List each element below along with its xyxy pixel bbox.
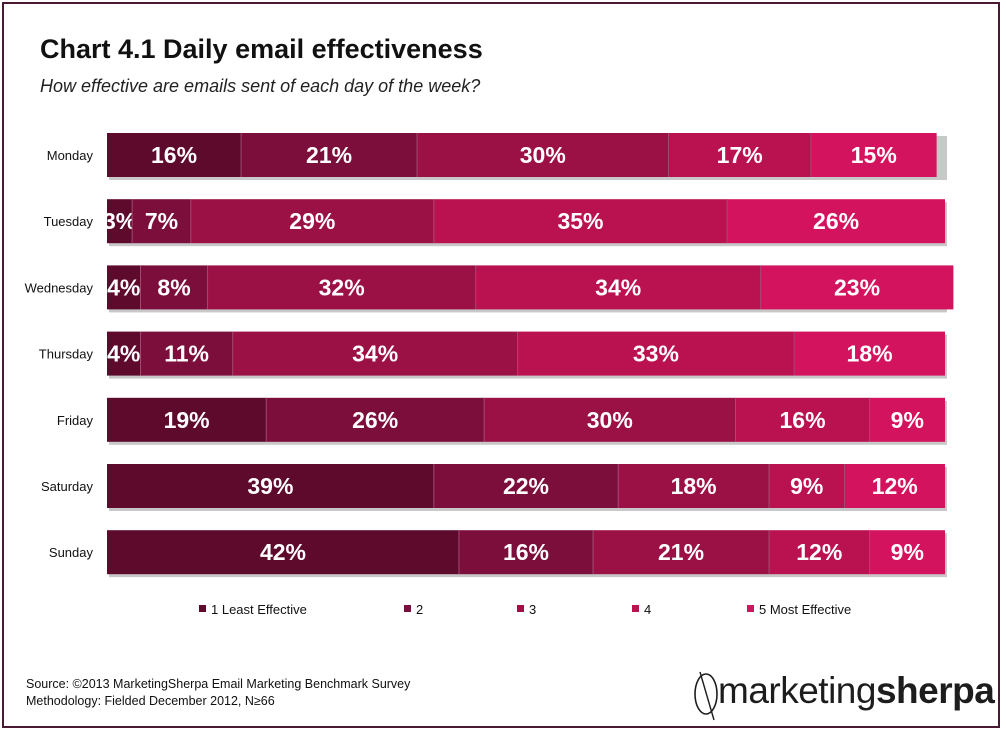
bar-segment: [266, 397, 485, 442]
data-label: 16%: [780, 407, 826, 433]
marketingsherpa-logo: marketingsherpa: [690, 668, 995, 722]
legend-swatch: [404, 605, 411, 612]
bar-segment: [869, 397, 945, 442]
category-label: Thursday: [39, 347, 94, 362]
data-label: 4%: [107, 274, 140, 300]
legend-swatch: [747, 605, 754, 612]
data-label: 35%: [557, 208, 603, 234]
data-label: 16%: [151, 142, 197, 168]
bar-segment: [107, 265, 141, 310]
legend-swatch: [517, 605, 524, 612]
data-label: 9%: [790, 473, 823, 499]
legend-swatch: [199, 605, 206, 612]
bar-segment: [475, 265, 761, 310]
category-label: Tuesday: [44, 214, 94, 229]
data-label: 9%: [891, 539, 924, 565]
bar-segment: [107, 530, 459, 575]
data-label: 42%: [260, 539, 306, 565]
bar-segment: [769, 464, 845, 508]
bar-segment: [593, 530, 770, 575]
legend-label: 1 Least Effective: [211, 602, 307, 617]
methodology-text: Methodology: Fielded December 2012, N≥66: [26, 694, 275, 708]
bar-segment: [190, 199, 434, 244]
bar-segment: [232, 331, 518, 376]
data-label: 18%: [847, 341, 893, 367]
bar-segment: [484, 397, 736, 442]
bar-segment: [844, 464, 945, 508]
data-label: 4%: [107, 341, 140, 367]
bar-segment: [433, 464, 619, 508]
data-label: 21%: [658, 539, 704, 565]
source-text: Source: ©2013 MarketingSherpa Email Mark…: [26, 677, 411, 691]
bar-segment: [735, 397, 870, 442]
data-label: 12%: [796, 539, 842, 565]
data-label: 15%: [851, 142, 897, 168]
bar-segment: [107, 464, 434, 508]
data-label: 34%: [595, 274, 641, 300]
data-label: 39%: [247, 473, 293, 499]
bar-segment: [794, 331, 945, 376]
bar-segment: [618, 464, 770, 508]
data-label: 30%: [520, 142, 566, 168]
bar-segment: [241, 133, 418, 177]
data-label: 22%: [503, 473, 549, 499]
bar-segment: [140, 331, 233, 376]
legend-label: 4: [644, 602, 651, 617]
bar-segment: [458, 530, 594, 575]
legend-label: 2: [416, 602, 423, 617]
source-note: Source: ©2013 MarketingSherpa Email Mark…: [26, 676, 410, 710]
data-label: 26%: [813, 208, 859, 234]
category-label: Friday: [57, 413, 94, 428]
data-label: 19%: [164, 407, 210, 433]
data-label: 29%: [289, 208, 335, 234]
bar-segment: [140, 265, 208, 310]
data-label: 11%: [164, 341, 209, 367]
bar-segment: [869, 530, 945, 575]
legend-swatch: [632, 605, 639, 612]
bar-segment: [810, 133, 937, 177]
data-label: 33%: [633, 341, 679, 367]
logo-text-sherpa: sherpa: [875, 670, 995, 711]
data-label: 9%: [891, 407, 924, 433]
bar-segment: [107, 199, 133, 244]
data-label: 32%: [319, 274, 365, 300]
data-label: 16%: [503, 539, 549, 565]
category-label: Sunday: [49, 545, 94, 560]
data-label: 26%: [352, 407, 398, 433]
bar-segment: [769, 530, 870, 575]
bar-segment: [132, 199, 191, 244]
data-label: 3%: [103, 208, 136, 234]
category-label: Monday: [47, 148, 94, 163]
data-label: 34%: [352, 341, 398, 367]
bar-segment: [107, 397, 267, 442]
data-label: 23%: [834, 274, 880, 300]
data-label: 7%: [145, 208, 178, 234]
bar-segment: [433, 199, 728, 244]
legend-label: 5 Most Effective: [759, 602, 851, 617]
data-label: 30%: [587, 407, 633, 433]
legend-label: 3: [529, 602, 536, 617]
bar-segment: [107, 133, 242, 177]
data-label: 8%: [157, 274, 190, 300]
bar-segment: [107, 331, 141, 376]
bar-segment: [760, 265, 954, 310]
data-label: 18%: [671, 473, 717, 499]
chart-subtitle: How effective are emails sent of each da…: [40, 76, 481, 96]
data-label: 21%: [306, 142, 352, 168]
bar-segment: [517, 331, 795, 376]
category-label: Wednesday: [25, 280, 94, 295]
logo-swirl-icon: [694, 671, 718, 721]
data-label: 12%: [872, 473, 918, 499]
bar-segment: [207, 265, 476, 310]
logo-text: marketingsherpa: [718, 670, 995, 712]
chart-title: Chart 4.1 Daily email effectiveness: [40, 34, 483, 64]
data-label: 17%: [717, 142, 763, 168]
bar-segment: [417, 133, 669, 177]
bar-segment: [727, 199, 945, 244]
category-label: Saturday: [41, 479, 94, 494]
bar-segment: [668, 133, 811, 177]
logo-text-marketing: marketing: [718, 670, 876, 711]
